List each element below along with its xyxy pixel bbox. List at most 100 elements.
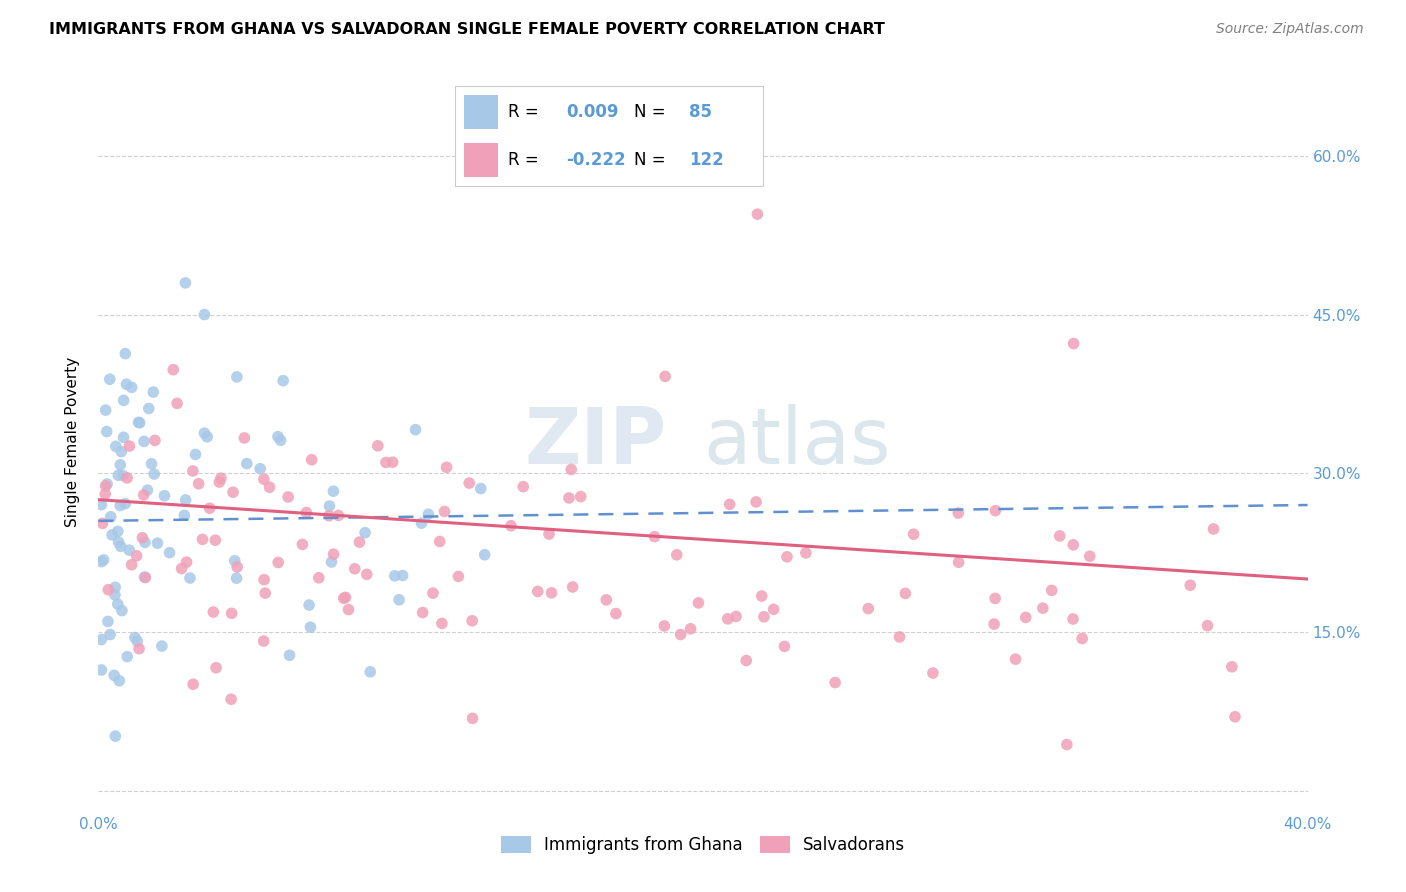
Text: ZIP: ZIP [524, 403, 666, 480]
Point [328, 508, 350, 523]
Point [948, 506, 970, 520]
Point [134, 570, 156, 584]
Point [605, 607, 627, 621]
Point [110, 458, 132, 472]
Legend: Immigrants from Ghana, Salvadorans: Immigrants from Ghana, Salvadorans [492, 828, 914, 863]
Point [125, 549, 148, 563]
Point [278, 648, 301, 663]
Point [429, 534, 451, 549]
Point [108, 673, 131, 688]
Point [669, 627, 692, 641]
Point [181, 464, 204, 478]
Point [153, 489, 176, 503]
Point [115, 377, 138, 392]
Point [170, 561, 193, 575]
Point [202, 605, 225, 619]
Point [1062, 612, 1084, 626]
Point [560, 462, 582, 476]
Point [204, 533, 226, 548]
Point [291, 537, 314, 551]
Point [1223, 710, 1246, 724]
Point [1220, 660, 1243, 674]
Point [405, 423, 427, 437]
Point [745, 495, 768, 509]
Point [983, 617, 1005, 632]
Point [134, 535, 156, 549]
Point [447, 569, 470, 583]
Point [143, 434, 166, 448]
Point [430, 616, 453, 631]
Point [138, 401, 160, 416]
Point [558, 491, 581, 505]
Point [114, 346, 136, 360]
Point [322, 547, 344, 561]
Point [381, 455, 404, 469]
Point [1049, 529, 1071, 543]
Point [100, 509, 122, 524]
Point [858, 601, 880, 615]
Point [117, 649, 139, 664]
Point [499, 518, 522, 533]
Point [132, 488, 155, 502]
Point [233, 431, 256, 445]
Point [134, 570, 156, 584]
Point [1071, 632, 1094, 646]
Point [889, 630, 911, 644]
Point [176, 555, 198, 569]
Point [136, 483, 159, 497]
Point [301, 452, 323, 467]
Point [142, 385, 165, 400]
Point [173, 508, 195, 523]
Point [725, 609, 748, 624]
Point [267, 430, 290, 444]
Point [718, 497, 741, 511]
Point [752, 609, 775, 624]
Point [187, 476, 209, 491]
Point [225, 370, 247, 384]
Point [537, 527, 560, 541]
Point [679, 622, 702, 636]
Point [107, 535, 129, 549]
Point [107, 524, 129, 539]
Point [333, 591, 356, 606]
Point [259, 480, 281, 494]
Point [474, 548, 496, 562]
Point [595, 592, 617, 607]
Point [1004, 652, 1026, 666]
Point [1180, 578, 1202, 592]
Point [110, 540, 132, 554]
Point [94, 403, 117, 417]
Text: IMMIGRANTS FROM GHANA VS SALVADORAN SINGLE FEMALE POVERTY CORRELATION CHART: IMMIGRANTS FROM GHANA VS SALVADORAN SING… [49, 22, 886, 37]
Point [90, 555, 112, 569]
Point [773, 640, 796, 654]
Point [1040, 583, 1063, 598]
Point [540, 586, 562, 600]
Point [124, 631, 146, 645]
Point [98, 372, 121, 386]
Point [298, 598, 321, 612]
Point [159, 546, 181, 560]
Point [179, 571, 201, 585]
Point [174, 493, 197, 508]
Point [128, 415, 150, 429]
Point [96, 477, 118, 491]
Point [90, 632, 112, 647]
Point [922, 665, 945, 680]
Point [359, 665, 381, 679]
Point [127, 634, 149, 648]
Point [101, 528, 124, 542]
Point [131, 531, 153, 545]
Text: Source: ZipAtlas.com: Source: ZipAtlas.com [1216, 22, 1364, 37]
Point [337, 602, 360, 616]
Point [1032, 601, 1054, 615]
Point [94, 479, 117, 493]
Point [422, 586, 444, 600]
Point [236, 457, 259, 471]
Point [195, 430, 218, 444]
Point [654, 369, 676, 384]
Point [688, 596, 710, 610]
Point [1202, 522, 1225, 536]
Point [222, 485, 245, 500]
Point [824, 675, 846, 690]
Point [271, 374, 294, 388]
